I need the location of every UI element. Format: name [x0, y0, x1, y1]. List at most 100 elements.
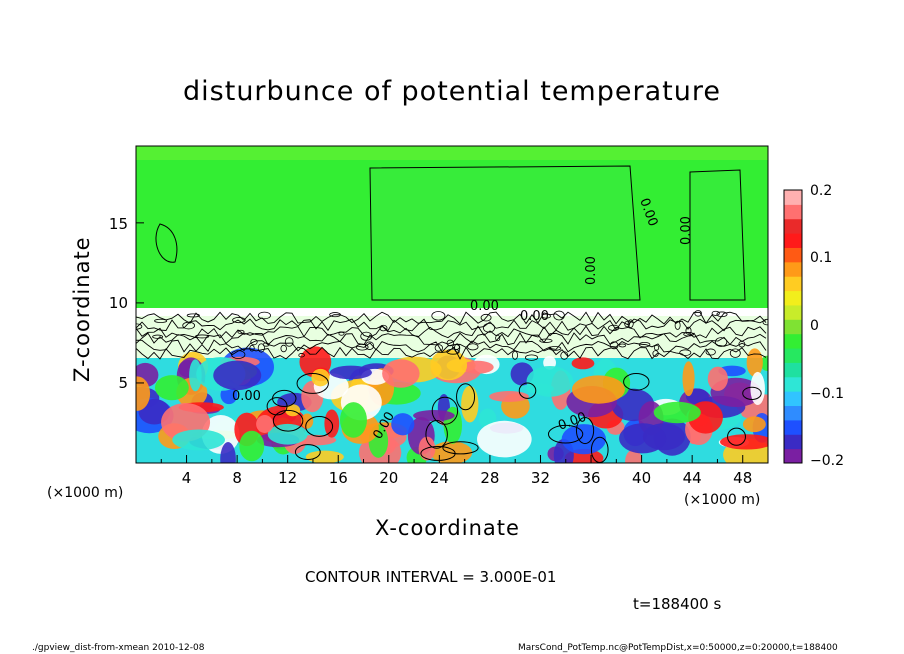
contour-line [338, 331, 345, 336]
colorbar-swatch [784, 448, 802, 464]
colorbar-tick-label: 0.1 [810, 250, 833, 266]
field-blob [526, 366, 574, 397]
contour-line [266, 397, 288, 416]
contour-line [762, 318, 768, 326]
contour-line [624, 320, 631, 328]
convective-blobs [136, 346, 768, 463]
turbulent-contours [136, 310, 768, 361]
contour-line [742, 386, 762, 400]
contour-line [237, 329, 245, 335]
field-blob [285, 404, 301, 417]
contour-label: 0.00 [584, 256, 599, 285]
boundary-band [136, 308, 768, 316]
field-blob [391, 413, 415, 436]
y-tick-label: 10 [108, 294, 128, 312]
contour-line [298, 353, 305, 358]
field-blob [413, 410, 455, 422]
contour-line [467, 343, 479, 351]
colorbar-swatch [784, 348, 802, 363]
contour-line [679, 349, 692, 356]
x-tick-label: 12 [278, 469, 298, 487]
field-blob [213, 360, 262, 391]
contour-line [524, 354, 539, 361]
field-blob [339, 402, 367, 438]
contour-line [136, 311, 767, 325]
contour-line [231, 350, 246, 359]
contour-line [729, 348, 741, 358]
contour-line [683, 332, 694, 337]
footer-script: ./gpview_dist-from-xmean 2010-12-08 [32, 643, 205, 653]
colorbar-swatch [784, 233, 802, 248]
x-unit-label: (×1000 m) [684, 492, 761, 508]
field-blob [619, 423, 667, 454]
contour-line [195, 334, 210, 339]
contour-line [250, 338, 258, 346]
contour-line [652, 350, 659, 357]
footer-source: MarsCond_PotTemp.nc@PotTempDist,x=0:5000… [518, 643, 838, 653]
y-tick-label: 5 [118, 374, 128, 392]
contour-line [638, 341, 651, 348]
contour-line [727, 427, 746, 446]
upper-contour-loop [155, 223, 178, 263]
heatmap-field: 0.000.00 0.000.000.000.000.000.00 [136, 146, 768, 463]
contour-line [685, 326, 692, 335]
x-tick-label: 20 [379, 469, 399, 487]
contour-line [294, 444, 321, 460]
contour-line [608, 324, 620, 331]
field-blob [571, 357, 595, 370]
contour-line [716, 311, 728, 318]
contour-line [284, 337, 294, 347]
colorbar-swatch [784, 218, 802, 234]
field-blob [461, 360, 494, 374]
field-blob [653, 401, 701, 424]
colorbar-swatch [784, 419, 802, 435]
field-blob [561, 424, 607, 455]
field-blob [746, 348, 763, 377]
contour-line [296, 373, 329, 394]
contour-line [154, 318, 168, 323]
contour-line [738, 340, 746, 348]
field-blob [239, 430, 265, 462]
contour-line [355, 343, 369, 351]
y-unit-label: (×1000 m) [47, 485, 124, 501]
contour-line [186, 313, 200, 318]
contour-interval-label: CONTOUR INTERVAL = 3.000E-01 [305, 568, 557, 586]
contour-line [364, 341, 375, 350]
colorbar-swatch [784, 304, 802, 320]
colorbar-tick-label: 0 [810, 318, 819, 334]
contour-line [232, 317, 246, 324]
contour-line [495, 334, 501, 342]
contour-line [541, 313, 551, 319]
field-blob [267, 423, 308, 445]
contour-line [454, 343, 461, 353]
field-blob [172, 429, 225, 451]
field-blob [382, 359, 420, 388]
contour-line [272, 409, 304, 432]
x-tick-label: 36 [581, 469, 601, 487]
colorbar-swatch [784, 405, 802, 421]
x-tick-label: 40 [632, 469, 652, 487]
contour-line [152, 334, 164, 339]
contour-line [262, 342, 270, 347]
contour-line [446, 348, 460, 355]
y-tick-label: 15 [108, 215, 128, 233]
y-axis-label: Z-coordinate [70, 236, 94, 382]
x-tick-label: 28 [480, 469, 500, 487]
contour-line [446, 339, 454, 347]
x-tick-label: 48 [733, 469, 753, 487]
contour-line [711, 310, 720, 316]
contour-line [623, 373, 650, 391]
contour-line [627, 319, 634, 328]
field-blob [682, 361, 695, 397]
contour-line [539, 338, 553, 343]
colorbar-swatch [784, 333, 802, 349]
colorbar-swatch [784, 261, 802, 277]
contour-line [653, 344, 660, 351]
x-tick-label: 8 [232, 469, 242, 487]
x-axis-label: X-coordinate [375, 516, 520, 540]
contour-line [425, 419, 448, 449]
field-blob [329, 365, 372, 380]
field-blob [477, 420, 532, 458]
contour-line [257, 311, 271, 320]
